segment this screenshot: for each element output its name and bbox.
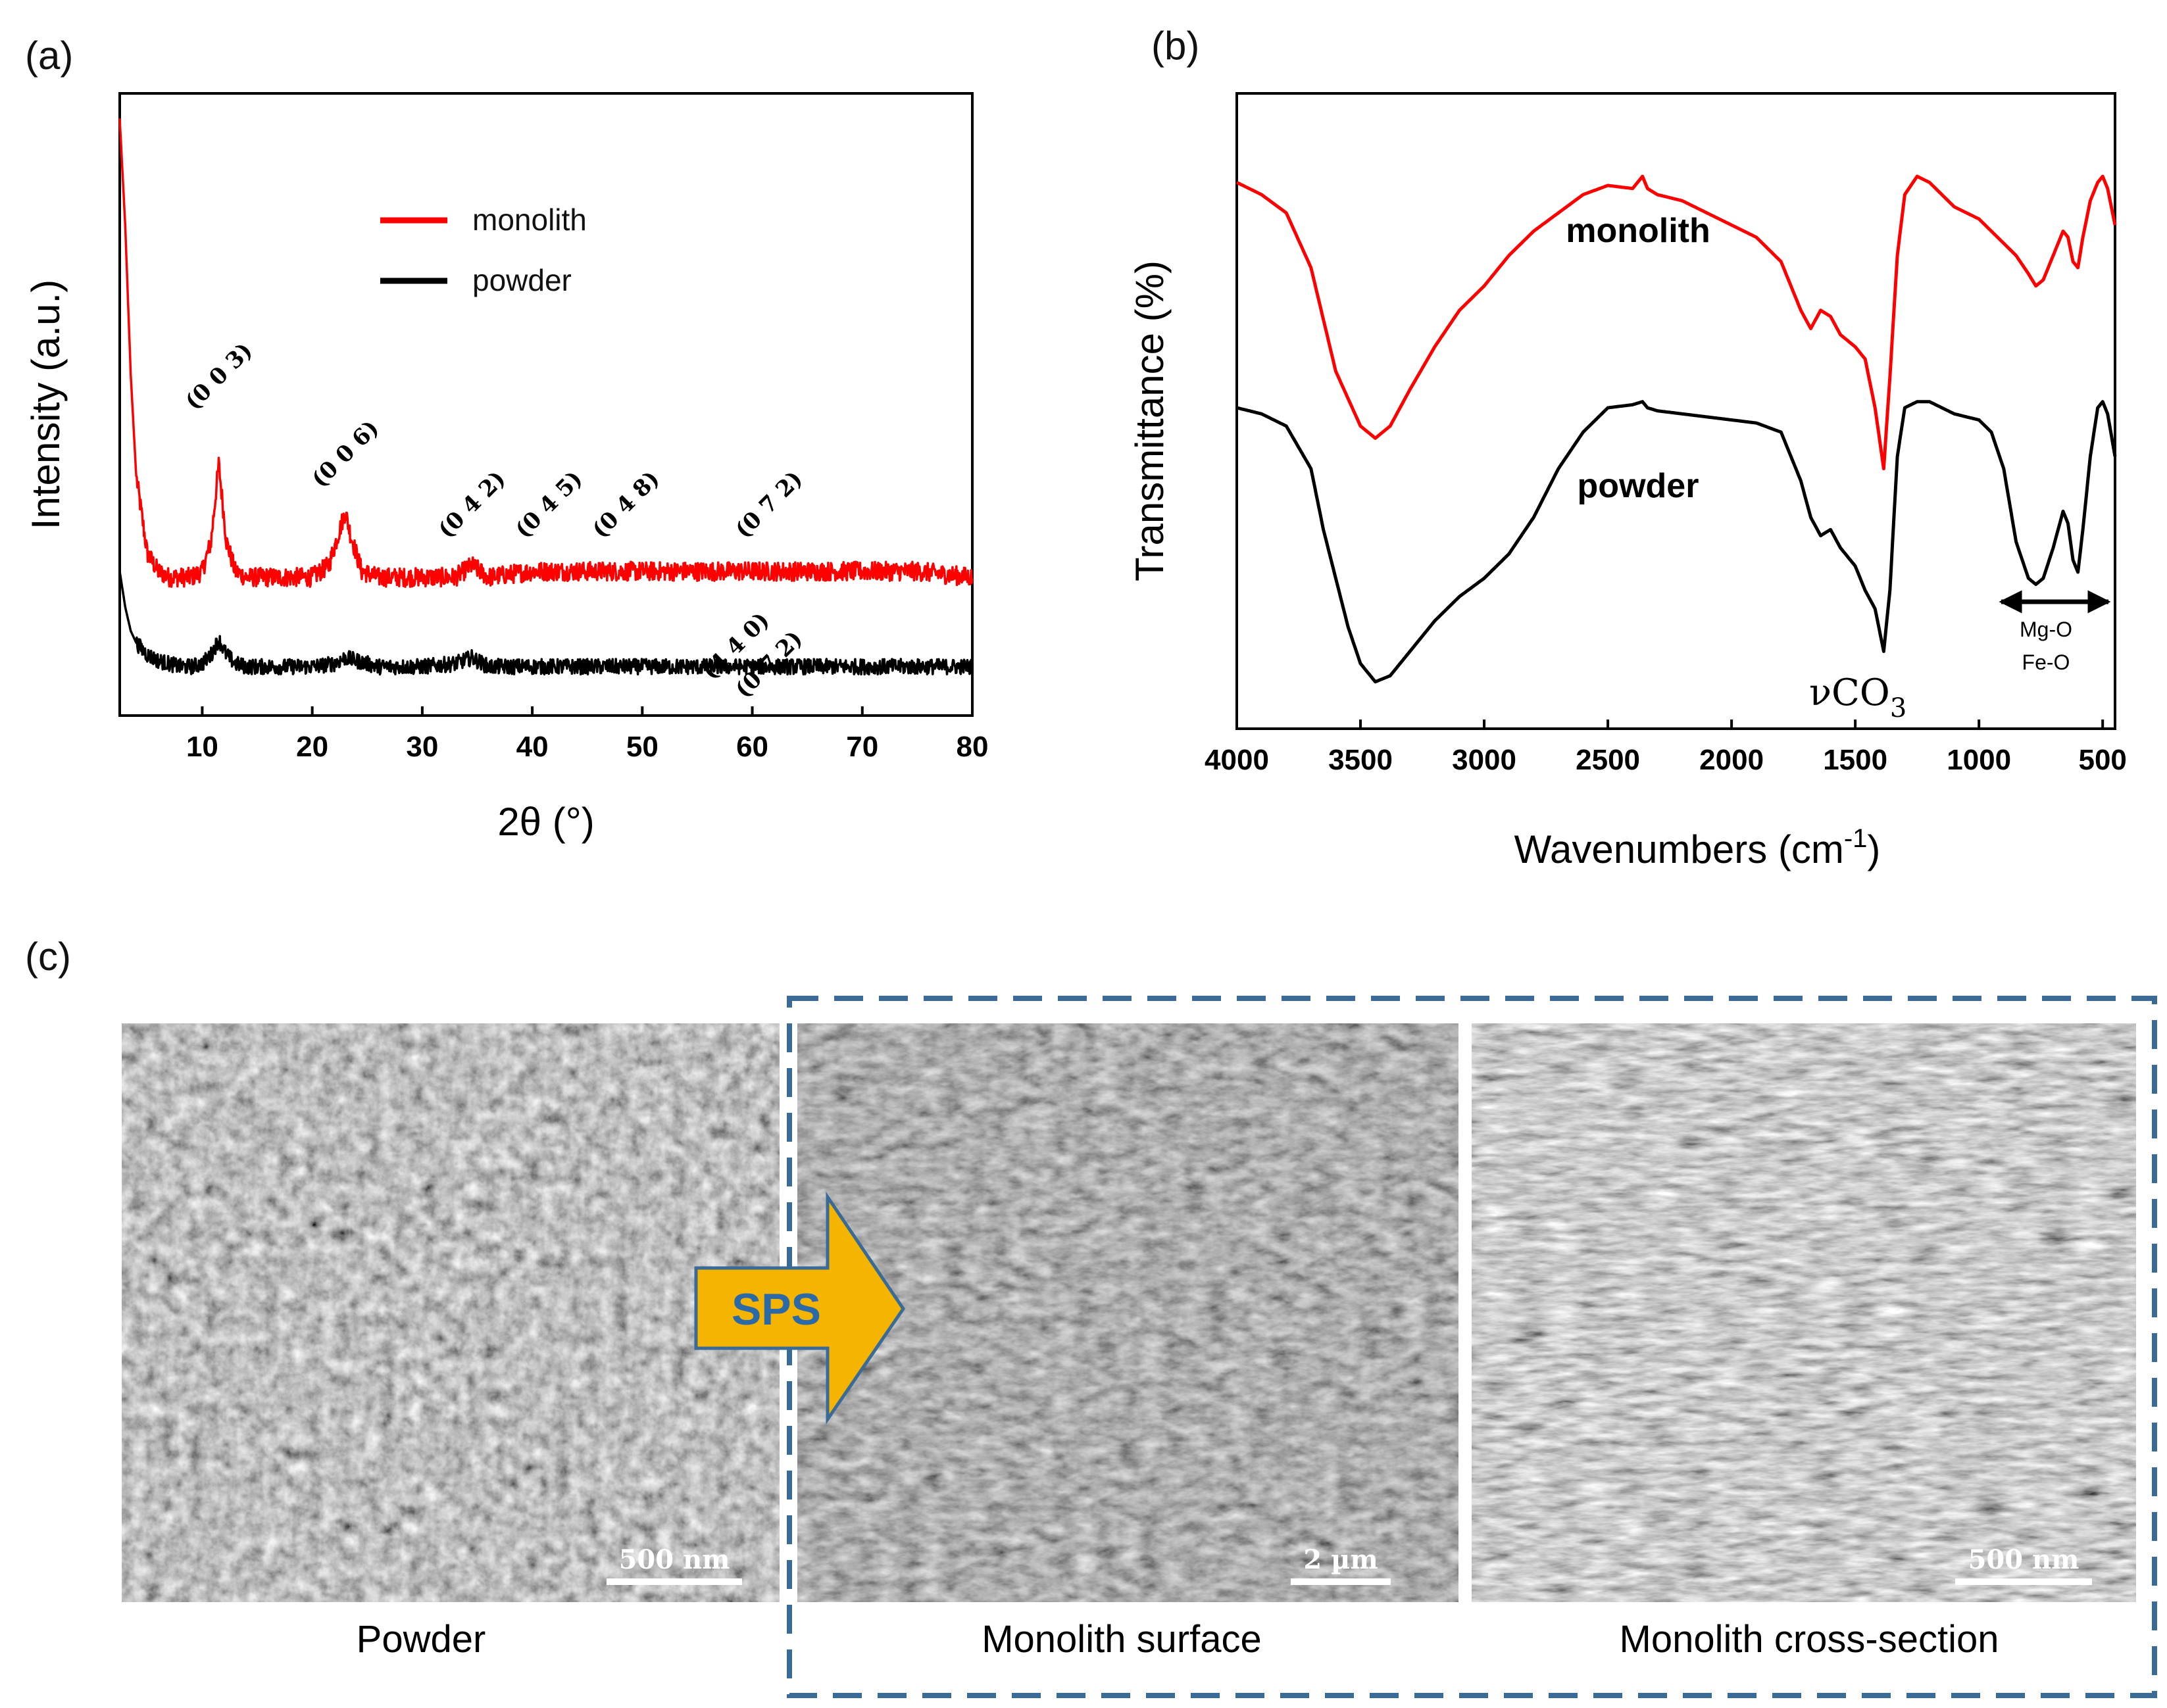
ftir-x-tick-label: 500 (2078, 744, 2126, 776)
ftir-x-axis-title: Wavenumbers (cm-1) (1514, 824, 1881, 871)
nu-co3-label: νCO3 (1809, 671, 1906, 723)
ftir-chart: 4000 3500 3000 2500 2000 1500 1000 500 monolith… (1128, 92, 2127, 871)
xrd-peak-label-monolith: (0 0 3) (180, 337, 258, 415)
scale-bar-surface (1291, 1578, 1391, 1585)
mgo-label: Mg-O (2020, 618, 2072, 641)
sps-arrow: SPS (694, 1191, 906, 1425)
ftir-y-axis-title: Transmittance (%) (1128, 260, 1172, 581)
scale-label-powder: 500 nm (619, 1544, 730, 1575)
ftir-x-tick-label: 3000 (1452, 744, 1516, 776)
xrd-x-ticks: 10 20 30 40 50 60 70 80 (186, 706, 989, 763)
ftir-x-tick-label: 3500 (1328, 744, 1393, 776)
xrd-series-monolith (118, 118, 974, 588)
xrd-x-tick-label: 40 (516, 731, 549, 763)
xrd-chart: 10 20 30 40 50 60 70 80 (0 0 3)(0 0 6)(0 4 2) (0… (24, 92, 989, 844)
feo-label: Fe-O (2022, 650, 2070, 674)
xrd-peak-labels: (0 0 3) (0 0 6) (0 4 2) (0 4 5) (0 4 8) (0 7 … (180, 337, 808, 703)
ftir-x-tick-label: 2500 (1576, 744, 1640, 776)
panel-c-label: (c) (25, 935, 71, 979)
co-text: CO (1831, 671, 1890, 714)
xrd-peak-label-monolith: (0 7 2) (730, 466, 808, 543)
xrd-x-tick-label: 80 (957, 731, 989, 763)
panel-b-label: (b) (1151, 24, 1199, 68)
co3-subscript: 3 (1890, 693, 1906, 723)
xrd-x-axis-title: 2θ (°) (497, 800, 594, 844)
ftir-x-title-sup: -1 (1844, 824, 1868, 853)
caption-powder: Powder (357, 1618, 486, 1661)
sps-arrow-label: SPS (732, 1284, 821, 1334)
sem-image-powder: 500 nm (122, 1023, 780, 1602)
caption-monolith-cross-section: Monolith cross-section (1620, 1618, 1999, 1661)
scale-label-cross-section: 500 nm (1968, 1544, 2080, 1575)
scale-label-surface: 2 µm (1303, 1544, 1378, 1575)
sem-micrograph-surface (797, 1023, 1458, 1602)
xrd-y-axis-title: Intensity (a.u.) (24, 280, 68, 529)
ftir-series-powder (1236, 400, 2117, 684)
series-label-powder: powder (1578, 467, 1699, 505)
ftir-x-title-end: ) (1867, 827, 1880, 871)
sps-arrow-shape (694, 1191, 906, 1425)
legend-label-monolith: monolith (472, 203, 587, 237)
xrd-x-tick-label: 20 (296, 731, 328, 763)
xrd-x-tick-label: 30 (406, 731, 438, 763)
ftir-x-title-main: Wavenumbers (cm (1514, 827, 1844, 871)
nu-symbol: ν (1809, 671, 1831, 714)
xrd-series (118, 118, 974, 676)
xrd-legend: monolith powder (380, 203, 587, 297)
xrd-x-tick-label: 10 (186, 731, 218, 763)
xrd-peak-label-monolith: (0 4 2) (433, 466, 511, 543)
ftir-series (1235, 174, 2117, 684)
xrd-x-tick-label: 60 (736, 731, 768, 763)
ftir-x-tick-label: 1000 (1947, 744, 2011, 776)
xrd-peak-label-monolith: (0 4 5) (510, 466, 587, 543)
series-label-monolith: monolith (1566, 212, 1710, 250)
ftir-x-tick-label: 1500 (1823, 744, 1887, 776)
xrd-peak-label-monolith: (0 4 8) (587, 466, 664, 543)
sem-micrograph-powder (122, 1023, 780, 1602)
ftir-x-tick-label: 4000 (1205, 744, 1269, 776)
sem-image-monolith-surface: 2 µm (797, 1023, 1458, 1602)
ftir-series-monolith (1235, 174, 2117, 471)
sem-micrograph-cross-section (1472, 1023, 2136, 1602)
xrd-x-tick-label: 50 (626, 731, 659, 763)
xrd-x-tick-label: 70 (846, 731, 878, 763)
panel-a-label: (a) (25, 34, 73, 78)
scale-bar-cross-section (1955, 1578, 2092, 1585)
sem-image-monolith-cross-section: 500 nm (1472, 1023, 2136, 1602)
caption-monolith-surface: Monolith surface (982, 1618, 1262, 1661)
scale-bar-powder (607, 1578, 742, 1585)
xrd-series-powder (118, 571, 974, 676)
ftir-x-tick-label: 2000 (1699, 744, 1764, 776)
xrd-plot-frame (118, 92, 974, 717)
ftir-x-ticks: 4000 3500 3000 2500 2000 1500 1000 500 (1205, 720, 2127, 776)
xrd-peak-label-monolith: (0 0 6) (307, 415, 384, 493)
legend-label-powder: powder (472, 263, 572, 297)
ftir-plot-frame (1235, 92, 2116, 730)
